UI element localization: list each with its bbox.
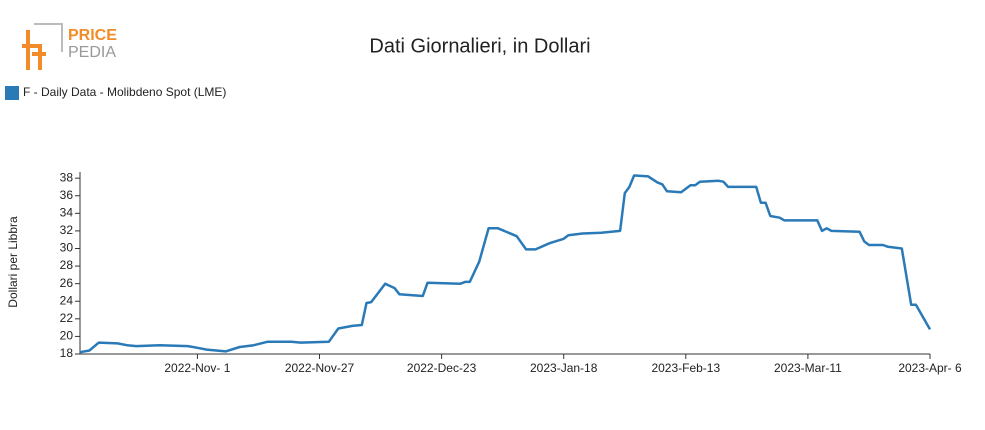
- y-tick-label: 20: [60, 329, 74, 343]
- y-tick-label: 30: [60, 241, 74, 255]
- legend-swatch: [5, 86, 19, 100]
- line: [79, 174, 932, 354]
- logo: PRICE PEDIA: [22, 23, 117, 70]
- x-tick-label: 2023-Apr- 6: [898, 361, 962, 375]
- x-tick-label: 2022-Dec-23: [407, 361, 477, 375]
- x-tick-label: 2023-Feb-13: [651, 361, 720, 375]
- logo-text: PRICE: [68, 27, 117, 44]
- x-tick-label: 2023-Mar-11: [774, 361, 842, 375]
- y-tick-label: 26: [60, 276, 74, 290]
- logo-icon: [34, 23, 63, 52]
- chart-title: Dati Giornalieri, in Dollari: [369, 35, 590, 57]
- y-tick-label: 18: [60, 346, 74, 360]
- y-tick-label: 22: [60, 311, 74, 325]
- y-axis-label: Dollari per Libbra: [6, 216, 20, 308]
- logo-icon: [22, 30, 46, 70]
- legend-label: F - Daily Data - Molibdeno Spot (LME): [23, 85, 226, 99]
- logo-text: PEDIA: [68, 44, 116, 61]
- y-tick-label: 28: [60, 258, 74, 272]
- x-tick-label: 2022-Nov- 1: [164, 361, 230, 375]
- y-tick-label: 34: [60, 205, 74, 219]
- y-tick-label: 38: [60, 170, 74, 184]
- y-tick-label: 24: [60, 293, 74, 307]
- y-tick-label: 32: [60, 223, 74, 237]
- y-tick-label: 36: [60, 188, 74, 202]
- x-tick-label: 2023-Jan-18: [530, 361, 598, 375]
- x-tick-label: 2022-Nov-27: [285, 361, 355, 375]
